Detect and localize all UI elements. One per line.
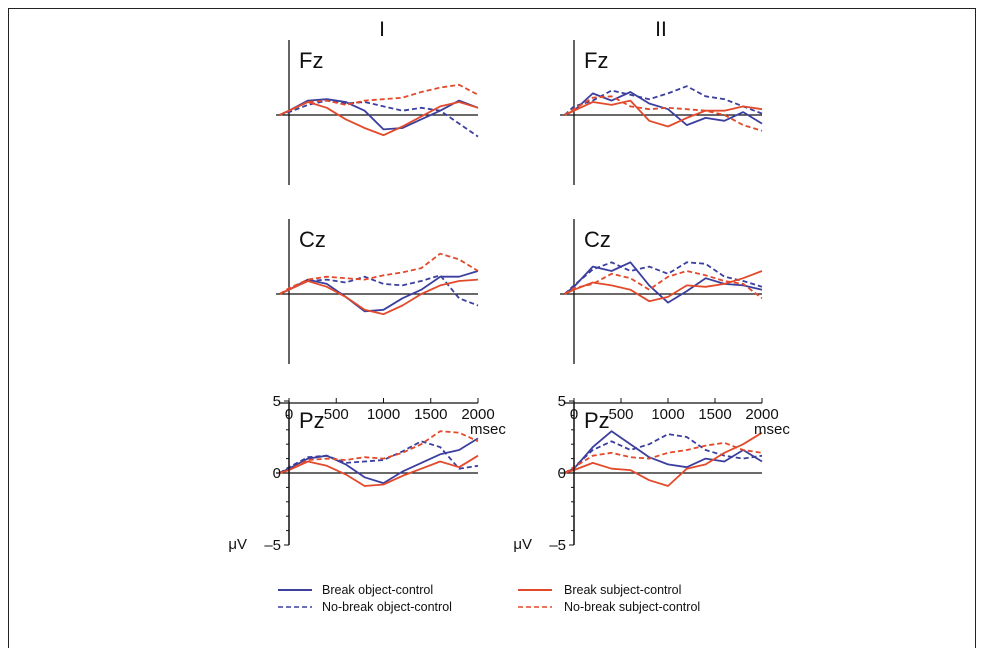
series-line-II-Cz-3 xyxy=(564,270,763,300)
series-line-II-Cz-2 xyxy=(564,270,763,303)
series-line-I-Pz-0 xyxy=(279,437,479,484)
x-unit-label-I-Pz: msec xyxy=(470,421,506,438)
series-line-I-Fz-3 xyxy=(279,83,479,116)
y-unit-label-I-Pz: μV xyxy=(228,536,247,553)
legend-label-nobreak-object: No-break object-control xyxy=(322,600,452,614)
series-line-I-Fz-0 xyxy=(279,98,479,131)
x-tick-label-II-Pz-0: 0 xyxy=(570,406,578,423)
x-tick-label-I-Pz-3: 1500 xyxy=(414,406,447,423)
y-tick-label-II-Pz-0: –5 xyxy=(549,537,566,554)
legend-label-nobreak-subject: No-break subject-control xyxy=(564,600,700,614)
electrode-label-II-Fz: Fz xyxy=(584,48,608,73)
series-line-II-Pz-2 xyxy=(564,431,763,487)
legend-label-break-object: Break object-control xyxy=(322,583,433,597)
legend: Break object-control No-break object-con… xyxy=(278,583,700,614)
column-title-I: I xyxy=(379,18,385,41)
y-unit-label-II-Pz: μV xyxy=(513,536,532,553)
legend-label-break-subject: Break subject-control xyxy=(564,583,681,597)
series-line-I-Fz-1 xyxy=(279,99,479,138)
series-line-II-Cz-0 xyxy=(564,261,763,304)
figure-frame xyxy=(8,8,976,648)
electrode-label-II-Pz: Pz xyxy=(584,408,610,433)
series-line-II-Pz-3 xyxy=(564,441,763,474)
series-line-II-Fz-2 xyxy=(564,99,763,128)
series-line-II-Cz-1 xyxy=(563,261,763,295)
electrode-label-I-Pz: Pz xyxy=(299,408,325,433)
series-line-II-Pz-0 xyxy=(564,430,763,474)
electrode-label-I-Fz: Fz xyxy=(299,48,323,73)
series-line-I-Pz-3 xyxy=(279,430,479,474)
y-tick-label-II-Pz-1: 0 xyxy=(558,465,566,482)
series-line-I-Cz-3 xyxy=(279,252,479,295)
x-tick-label-II-Pz-2: 1000 xyxy=(651,406,684,423)
y-tick-label-I-Pz-0: –5 xyxy=(264,537,281,554)
x-tick-label-II-Pz-3: 1500 xyxy=(698,406,731,423)
x-tick-label-II-Pz-4: 2000 xyxy=(745,406,778,423)
x-tick-label-I-Pz-4: 2000 xyxy=(461,406,494,423)
series-line-I-Pz-2 xyxy=(279,454,479,487)
series-line-I-Cz-2 xyxy=(279,278,479,316)
x-tick-label-I-Pz-1: 500 xyxy=(324,406,349,423)
y-tick-label-II-Pz-2: 5 xyxy=(558,393,566,410)
column-title-II: II xyxy=(655,18,667,41)
x-tick-label-I-Pz-0: 0 xyxy=(285,406,293,423)
x-tick-label-II-Pz-1: 500 xyxy=(608,406,633,423)
series-line-II-Fz-0 xyxy=(564,91,763,126)
y-tick-label-I-Pz-2: 5 xyxy=(273,393,281,410)
x-unit-label-II-Pz: msec xyxy=(754,421,790,438)
series-line-II-Fz-3 xyxy=(564,95,763,132)
x-tick-label-I-Pz-2: 1000 xyxy=(367,406,400,423)
series-line-II-Fz-1 xyxy=(563,85,763,116)
electrode-label-II-Cz: Cz xyxy=(584,227,611,252)
series-line-I-Cz-0 xyxy=(279,270,479,313)
y-tick-label-I-Pz-1: 0 xyxy=(273,465,281,482)
electrode-label-I-Cz: Cz xyxy=(299,227,326,252)
series-line-II-Pz-1 xyxy=(564,433,763,474)
series-line-I-Pz-1 xyxy=(279,440,479,474)
